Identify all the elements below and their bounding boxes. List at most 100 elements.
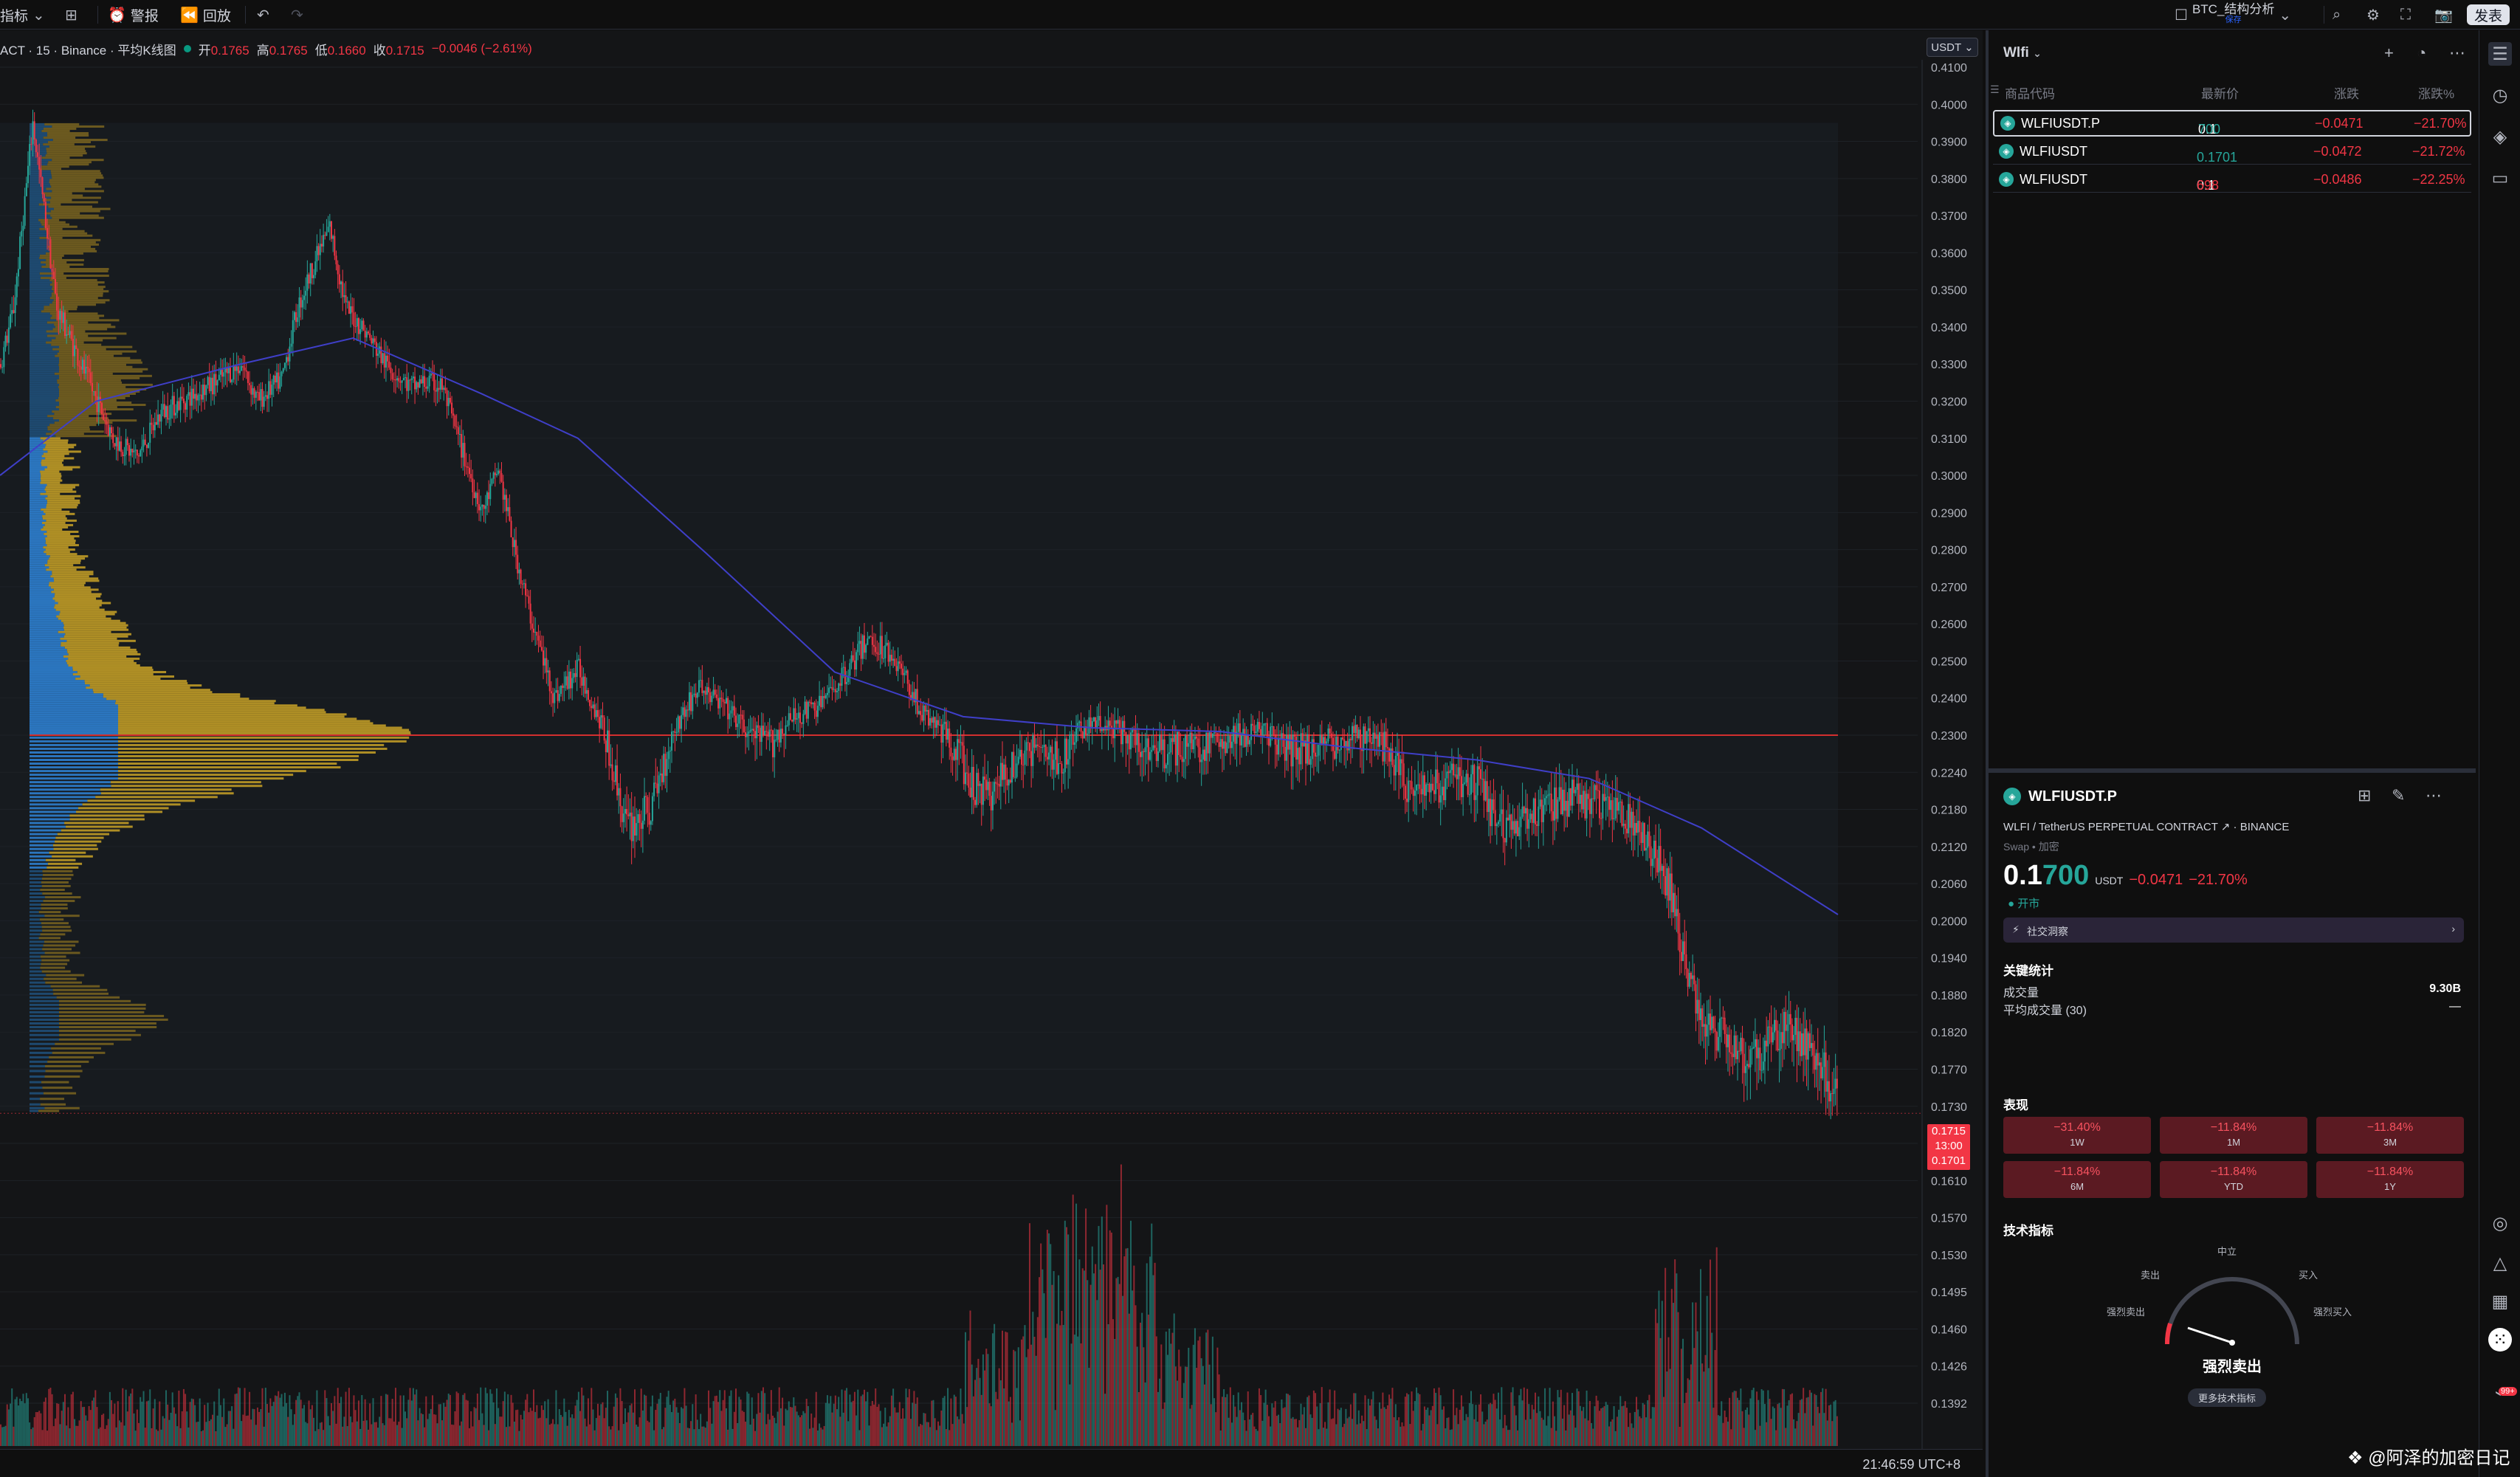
volume-bar <box>1270 1426 1272 1446</box>
volume-bar <box>658 1399 660 1446</box>
perf-cell-1y[interactable]: −11.84% 1Y <box>2316 1161 2464 1198</box>
volume-bar <box>1219 1430 1222 1446</box>
col-last[interactable]: 最新价 <box>2201 87 2239 101</box>
alert-button[interactable]: ⏰ 警报 <box>108 7 159 24</box>
col-change[interactable]: 涨跌 <box>2334 87 2359 101</box>
replay-button[interactable]: ⏪ 回放 <box>180 7 231 24</box>
perf-cell-6m[interactable]: −11.84% 6M <box>2003 1161 2151 1198</box>
candle-body <box>197 395 199 401</box>
volume-bar <box>1460 1395 1462 1446</box>
symbol-title[interactable]: ACT · 15 · Binance · 平均K线图 <box>0 43 176 58</box>
volume-bar <box>1635 1397 1637 1446</box>
candle-body <box>233 365 235 380</box>
time-axis[interactable]: 21:46:59 UTC+8 <box>0 1449 1983 1477</box>
add-symbol-icon[interactable]: + <box>2384 44 2394 62</box>
volume-bar <box>1704 1354 1707 1446</box>
perf-cell-3m[interactable]: −11.84% 3M <box>2316 1117 2464 1154</box>
volume-profile-bar <box>30 256 40 259</box>
candle-body <box>1711 1016 1713 1030</box>
candle-body <box>83 359 86 374</box>
col-symbol[interactable]: 商品代码 <box>2005 87 2055 101</box>
full-name[interactable]: WLFI / TetherUS PERPETUAL CONTRACT <box>2003 821 2218 833</box>
more-technicals-button[interactable]: 更多技术指标 <box>2188 1388 2267 1407</box>
perf-cell-1m[interactable]: −11.84% 1M <box>2160 1117 2307 1154</box>
volume-profile-bar <box>30 368 59 371</box>
clock[interactable]: 21:46:59 UTC+8 <box>1862 1457 1960 1472</box>
volume-bar <box>75 1425 78 1446</box>
currency-unit-button[interactable]: USDT ⌄ <box>1927 38 1978 57</box>
volume-bar <box>1309 1414 1312 1446</box>
price-tick-label: 0.2240 <box>1931 767 1967 779</box>
volume-bar <box>272 1402 275 1446</box>
snapshot-button[interactable]: 📷 <box>2434 6 2453 24</box>
settings-button[interactable]: ⚙ <box>2366 6 2380 24</box>
panel-divider[interactable] <box>1989 768 2476 773</box>
indicators-button[interactable]: 指标 ⌄ <box>0 7 45 24</box>
volume-bar <box>1815 1395 1817 1446</box>
details-change-pct: −21.70% <box>2189 872 2248 888</box>
price-tick-label: 0.3200 <box>1931 396 1967 409</box>
candle-body <box>592 704 594 709</box>
search-button[interactable]: ⌕ <box>2333 6 2341 24</box>
candle-body <box>1412 789 1414 796</box>
candle-body <box>1276 744 1278 755</box>
watchlist-row[interactable]: ◈ WLFIUSDT.P 0.1 700 −0.0471 −21.70% <box>1993 110 2471 137</box>
candle-body <box>949 729 951 748</box>
chart-pane[interactable]: 0.4100 0.4000 0.3900 0.3800 0.3700 0.3600 0.35… <box>0 30 1983 1477</box>
candle-body <box>308 274 310 284</box>
advanced-view-icon[interactable]: ◔ <box>2417 44 2427 62</box>
volume-profile-bar <box>30 185 52 188</box>
publish-button[interactable]: 发表 <box>2467 4 2510 25</box>
volume-bar <box>1133 1265 1135 1446</box>
candle-body <box>1016 763 1018 777</box>
volume-profile-bar <box>30 807 78 810</box>
candle-body <box>1502 809 1504 839</box>
layout-select[interactable]: ☐ BTC_结构分析 保存 ⌄ <box>2175 3 2291 24</box>
apps-icon[interactable]: ⁙ <box>2488 1328 2512 1352</box>
volume-profile-bar <box>45 263 84 266</box>
volume-bar <box>630 1403 633 1446</box>
candle-body <box>785 725 787 735</box>
chat-icon[interactable]: ▭ <box>2491 168 2509 188</box>
candle-body <box>330 221 332 239</box>
community-insights-button[interactable]: ⚡ 社交洞察 › <box>2003 917 2464 943</box>
alerts-icon[interactable]: ◷ <box>2492 85 2508 106</box>
fullscreen-button[interactable]: ⛶ <box>2400 6 2411 24</box>
candle-body <box>481 504 483 507</box>
candle-body <box>1135 729 1137 746</box>
volume-bar <box>1208 1364 1211 1446</box>
watchlist-title[interactable]: Wlfi ⌄ <box>2003 45 2042 61</box>
volume-bar <box>168 1419 171 1446</box>
candle-body <box>210 377 212 392</box>
candle-body <box>693 693 695 695</box>
perf-cell-ytd[interactable]: −11.84% YTD <box>2160 1161 2307 1198</box>
volume-bar <box>182 1388 185 1446</box>
candle-body <box>947 729 949 740</box>
target-icon[interactable]: ◎ <box>2492 1213 2508 1233</box>
calendar-icon[interactable]: ▦ <box>2491 1291 2509 1312</box>
perf-cell-1w[interactable]: −31.40% 1W <box>2003 1117 2151 1154</box>
more-icon[interactable]: ⋯ <box>2449 44 2465 62</box>
layers-icon[interactable]: ◈ <box>2493 126 2507 147</box>
volume-profile-bar <box>58 617 111 620</box>
watchlist-row[interactable]: ◈ WLFIUSDT 0.1 698 −0.0486 −22.25% <box>1993 166 2471 193</box>
watchlist-icon[interactable]: ☰ <box>2488 42 2512 66</box>
details-symbol[interactable]: WLFIUSDT.P <box>2028 788 2117 805</box>
candle-body <box>1629 804 1631 828</box>
volume-profile-bar <box>30 661 67 664</box>
volume-bar <box>316 1390 318 1446</box>
more-icon[interactable]: ⋯ <box>2426 786 2442 805</box>
price-chart[interactable]: 0.41000.40000.39000.38000.37000.36000.35… <box>0 30 1983 1449</box>
redo-button[interactable]: ↷ <box>291 6 303 24</box>
candle-body <box>205 385 207 396</box>
candle-body <box>1558 787 1560 800</box>
layouts-button[interactable]: ⊞ <box>65 6 78 24</box>
col-change-pct[interactable]: 涨跌% <box>2418 87 2455 101</box>
grid-icon[interactable]: ⊞ <box>2358 786 2372 805</box>
volume-bar <box>995 1391 997 1446</box>
watchlist-row[interactable]: ◈ WLFIUSDT 0.1701 −0.0472 −21.72% <box>1993 138 2471 165</box>
edit-icon[interactable]: ✎ <box>2392 786 2406 805</box>
external-link-icon[interactable]: ↗ <box>2220 821 2234 833</box>
pyramid-icon[interactable]: △ <box>2493 1253 2507 1273</box>
undo-button[interactable]: ↶ <box>257 6 269 24</box>
